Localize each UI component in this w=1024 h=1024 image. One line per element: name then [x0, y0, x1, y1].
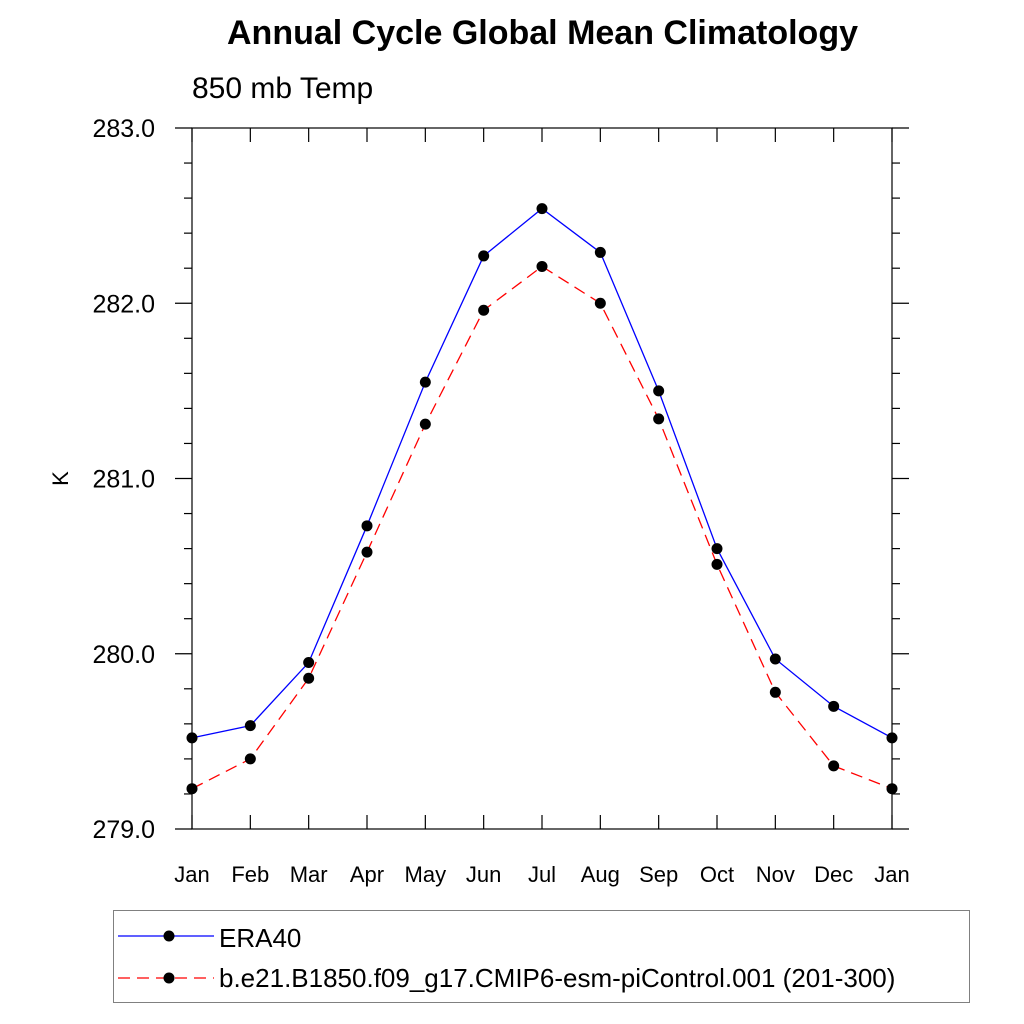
series-0-point — [419, 376, 431, 388]
series-0-point — [594, 246, 606, 258]
series-0-point — [886, 732, 898, 744]
plot-area: Jan Feb Mar Apr May Jun Jul Aug Sep Oct Nov Dec Jan 2… — [48, 115, 910, 887]
x-tick-label: Jun — [466, 862, 501, 887]
series-1-point — [303, 672, 315, 684]
plot-frame — [191, 127, 893, 830]
series-0-point — [478, 250, 490, 262]
y-tick-label: 280.0 — [92, 641, 155, 669]
series-1-point — [886, 783, 898, 795]
legend-swatch-model — [118, 972, 214, 984]
series-0-point — [536, 203, 548, 215]
series-1-point — [769, 686, 781, 698]
legend: ERA40 b.e21.B1850.f09_g17.CMIP6-esm-piCo… — [113, 910, 970, 1003]
y-tick-label: 282.0 — [92, 290, 155, 318]
x-tick-label: Apr — [350, 862, 384, 887]
legend-label-era40: ERA40 — [219, 923, 302, 953]
x-tick-label: Feb — [231, 862, 269, 887]
legend-swatch-era40 — [118, 930, 214, 942]
series-0-point — [186, 732, 198, 744]
x-tick-label: Nov — [756, 862, 795, 887]
y-axis-label: K — [48, 471, 73, 486]
series-0-point — [653, 385, 665, 397]
series-1-point — [244, 753, 256, 765]
x-tick-label: Mar — [290, 862, 328, 887]
x-tick-label: Aug — [581, 862, 620, 887]
series-1-point — [653, 413, 665, 425]
series-0-point — [711, 543, 723, 555]
chart-title: Annual Cycle Global Mean Climatology — [227, 14, 858, 52]
legend-label-model: b.e21.B1850.f09_g17.CMIP6-esm-piControl.… — [219, 963, 896, 993]
x-tick-label: Jul — [528, 862, 556, 887]
y-tick-label: 281.0 — [92, 466, 155, 494]
series-1-point — [536, 260, 548, 272]
chart-subtitle: 850 mb Temp — [192, 72, 374, 105]
y-tick-label: 283.0 — [92, 115, 155, 143]
series-line-0 — [191, 207, 893, 739]
series-1-point — [419, 418, 431, 430]
x-tick-label: May — [405, 862, 447, 887]
series-1-point — [828, 760, 840, 772]
series-1-point — [186, 783, 198, 795]
series-0-point — [828, 700, 840, 712]
y-tick-label: 279.0 — [92, 816, 155, 844]
series-1-point — [594, 297, 606, 309]
x-tick-label: Jan — [174, 862, 209, 887]
x-tick-label: Jan — [874, 862, 909, 887]
series-0-point — [769, 653, 781, 665]
series-1-point — [711, 558, 723, 570]
series-1-point — [478, 304, 490, 316]
x-tick-label: Oct — [700, 862, 734, 887]
series-0-point — [303, 657, 315, 669]
series-0-point — [361, 520, 373, 532]
series-line-1 — [191, 265, 893, 790]
series-1-point — [361, 546, 373, 558]
series-0-point — [244, 720, 256, 732]
x-tick-label: Dec — [814, 862, 853, 887]
x-tick-label: Sep — [639, 862, 678, 887]
